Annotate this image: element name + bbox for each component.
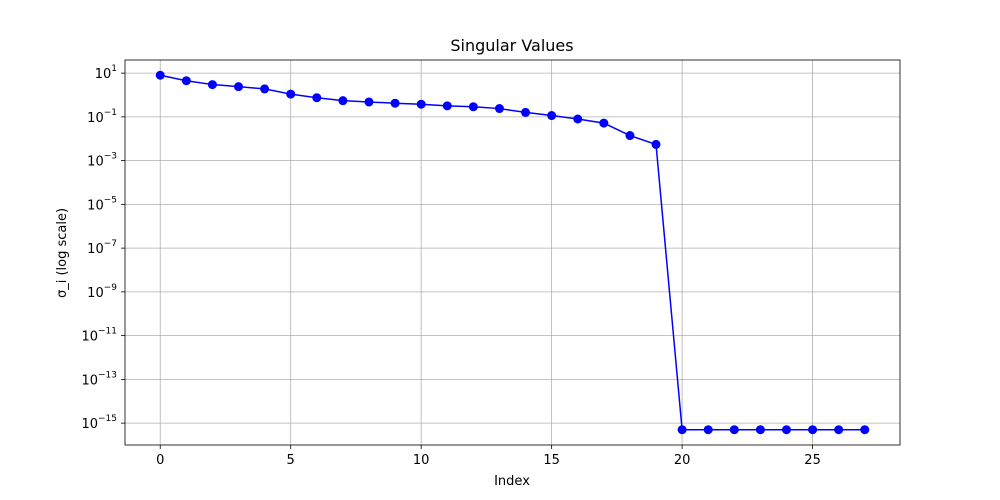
data-point — [703, 425, 713, 435]
data-point — [808, 425, 818, 435]
data-point — [834, 425, 844, 435]
data-point — [677, 425, 687, 435]
data-point — [468, 102, 478, 112]
data-point — [416, 99, 426, 109]
y-tick-label: 10−13 — [81, 370, 117, 388]
data-point — [207, 80, 217, 90]
y-tick-label: 101 — [95, 64, 117, 82]
data-series — [155, 70, 870, 435]
y-tick-label: 10−1 — [87, 108, 117, 126]
y-tick-label: 10−7 — [87, 239, 117, 257]
data-point — [860, 425, 870, 435]
data-point — [390, 98, 400, 108]
x-tick-label: 10 — [413, 453, 430, 468]
x-axis-ticks: 0 5 10 15 20 25 — [156, 445, 821, 468]
plot-frame — [124, 59, 901, 446]
data-point — [181, 76, 191, 86]
data-point — [521, 107, 531, 117]
data-point — [364, 97, 374, 107]
x-tick-label: 25 — [804, 453, 821, 468]
data-point — [781, 425, 791, 435]
chart-title: Singular Values — [450, 36, 573, 55]
y-axis-label: σ_i (log scale) — [55, 208, 70, 298]
x-tick-label: 20 — [674, 453, 691, 468]
y-tick-label: 10−15 — [81, 414, 117, 432]
data-point — [286, 89, 296, 99]
x-tick-label: 5 — [287, 453, 295, 468]
grid-lines — [125, 60, 900, 445]
data-point — [573, 114, 583, 124]
x-tick-label: 15 — [543, 453, 560, 468]
data-point — [625, 131, 635, 141]
x-axis-label: Index — [494, 474, 530, 489]
data-point — [155, 70, 165, 80]
y-tick-label: 10−9 — [87, 283, 117, 301]
data-point — [547, 111, 557, 121]
y-tick-label: 10−5 — [87, 195, 117, 213]
y-tick-label: 10−3 — [87, 152, 117, 170]
data-point — [729, 425, 739, 435]
data-point — [338, 96, 348, 106]
data-point — [442, 101, 452, 111]
series-line — [160, 74, 865, 431]
data-point — [260, 84, 270, 94]
x-tick-label: 0 — [156, 453, 164, 468]
data-point — [651, 139, 661, 149]
data-point — [755, 425, 765, 435]
y-axis-ticks: 101 10−1 10−3 10−5 10−7 10−9 10−11 10−13 10−15 — [81, 64, 125, 432]
data-point — [312, 93, 322, 103]
data-point — [494, 104, 504, 114]
data-point — [599, 118, 609, 128]
y-tick-label: 10−11 — [81, 327, 117, 345]
axes — [124, 59, 901, 446]
data-point — [234, 82, 244, 92]
